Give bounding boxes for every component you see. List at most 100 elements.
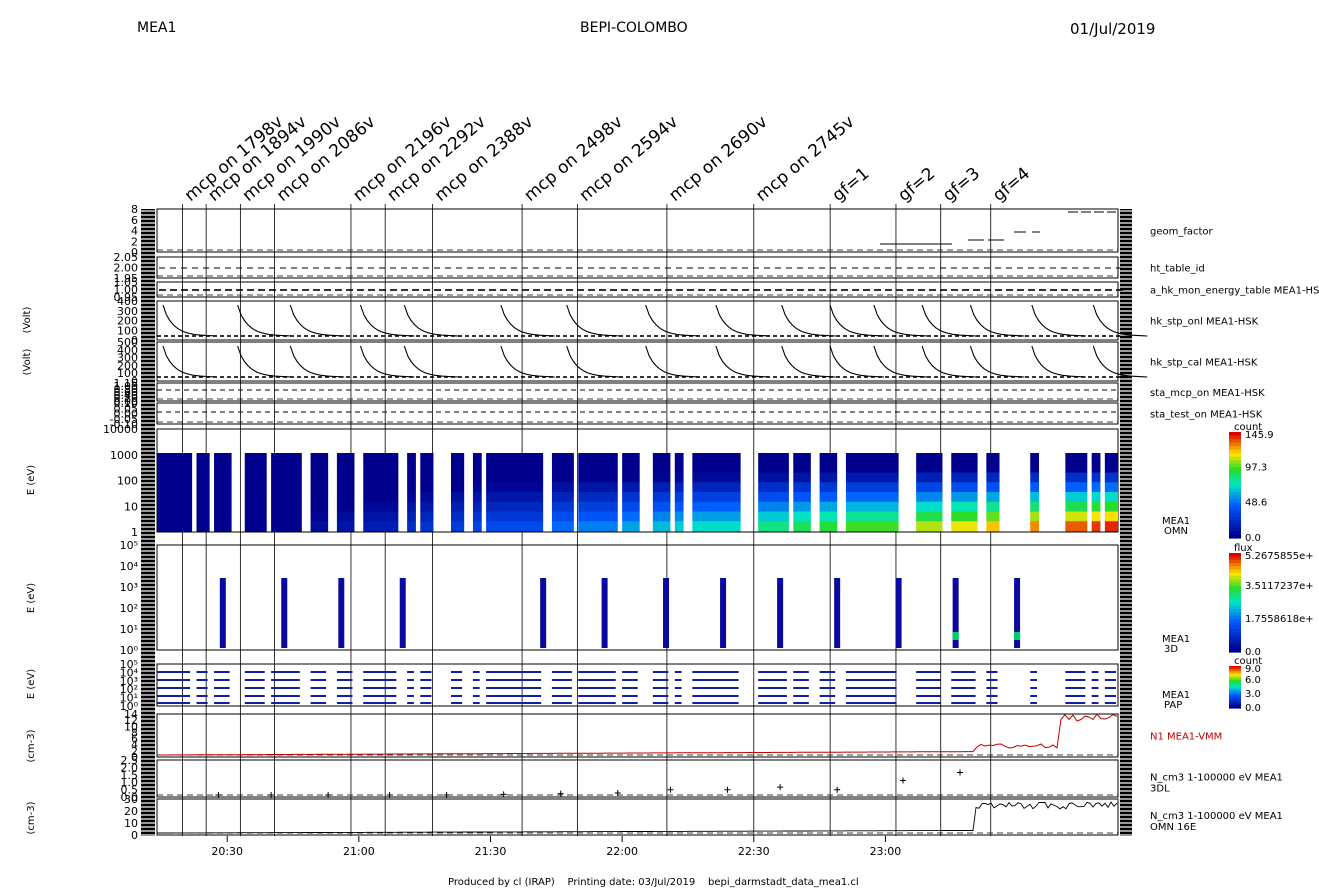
colorbar-2-tick: 1.7558618e+ [1245, 614, 1314, 625]
omn-spectrogram-cell [1030, 502, 1039, 512]
colorbar-2-tick: 3.5117237e+ [1245, 581, 1314, 592]
omn-spectrogram-cell [420, 463, 433, 473]
omn-spectrogram-cell [245, 482, 267, 492]
x-tick-label: 21:00 [343, 845, 375, 858]
panel-13-label: N_cm3 1-100000 eV MEA1 [1150, 811, 1283, 822]
omn-spectrogram-cell [622, 473, 640, 483]
omn-spectrogram-cell [1030, 521, 1039, 531]
omn-spectrogram-cell [986, 492, 999, 502]
omn-spectrogram-cell [622, 521, 640, 531]
omn-spectrogram-cell [951, 473, 977, 483]
omn-spectrogram-cell [692, 492, 740, 502]
omn-spectrogram-cell [951, 502, 977, 512]
omn-spectrogram-cell [846, 463, 899, 473]
stp-sweep-cal [922, 346, 976, 377]
omn-spectrogram-cell [214, 482, 232, 492]
omn-spectrogram-cell [578, 502, 617, 512]
panel-8-label-sub: OMN [1164, 526, 1188, 537]
omn-spectrogram-cell [214, 463, 232, 473]
omn-spectrogram-cell [846, 512, 899, 522]
annotation-label-15: gf=4 [989, 164, 1034, 206]
omn-spectrogram-cell [758, 482, 789, 492]
omn-spectrogram-cell [311, 521, 329, 531]
omn-spectrogram-cell [407, 492, 416, 502]
colorbar-cell [1229, 649, 1241, 653]
panel-8-ytick: 10 [124, 500, 138, 513]
omn-spectrogram-cell [311, 482, 329, 492]
three-d-sweep-bar-high [953, 632, 959, 640]
colorbar-cell [1229, 443, 1241, 447]
omn-spectrogram-cell [420, 502, 433, 512]
omn-spectrogram-cell [271, 512, 302, 522]
omn-spectrogram-cell [363, 502, 398, 512]
omn-spectrogram-cell [951, 453, 977, 463]
omn-spectrogram-cell [675, 512, 684, 522]
panel-8-ytick: 100 [117, 475, 138, 488]
omn-spectrogram-cell [196, 502, 209, 512]
stp-sweep-cal [782, 346, 836, 377]
omn-spectrogram-cell [916, 473, 942, 483]
panel-8-ytick: 10000 [103, 423, 138, 436]
omn-spectrogram-cell [337, 453, 355, 463]
omn-spectrogram-cell [820, 473, 838, 483]
omn-spectrogram-cell [1030, 473, 1039, 483]
stp-sweep-cal [404, 346, 458, 377]
omn-spectrogram-cell [675, 482, 684, 492]
panel-12-label: N_cm3 1-100000 eV MEA1 [1150, 773, 1283, 784]
annotation-label-12: gf=1 [828, 164, 873, 206]
omn-spectrogram-cell [1030, 512, 1039, 522]
omn-spectrogram-cell [552, 482, 574, 492]
omn-spectrogram-cell [916, 512, 942, 522]
omn-spectrogram-cell [196, 473, 209, 483]
three-d-sweep-bar-high [1014, 632, 1020, 640]
omn-spectrogram-cell [578, 521, 617, 531]
omn-spectrogram-cell [245, 502, 267, 512]
stp-sweep-onl [922, 305, 976, 336]
density-3dl-point [724, 787, 730, 793]
omn-spectrogram-cell [1065, 473, 1087, 483]
omn-spectrogram-cell [245, 492, 267, 502]
omn-spectrogram-cell [578, 463, 617, 473]
omn-spectrogram-cell [157, 521, 192, 531]
stp-sweep-onl [782, 305, 836, 336]
colorbar-cell [1229, 531, 1241, 535]
omn-spectrogram-cell [653, 482, 671, 492]
omn-spectrogram-cell [407, 453, 416, 463]
omn-spectrogram-cell [758, 453, 789, 463]
omn-spectrogram-cell [245, 473, 267, 483]
omn-spectrogram-cell [675, 463, 684, 473]
stp-sweep-onl [238, 305, 292, 336]
omn-spectrogram-cell [552, 492, 574, 502]
panel-1-label: geom_factor [1150, 227, 1214, 238]
omn-spectrogram-cell [473, 482, 482, 492]
omn-spectrogram-cell [758, 463, 789, 473]
omn-spectrogram-cell [675, 492, 684, 502]
colorbar-cell [1229, 496, 1241, 500]
colorbar-cell [1229, 436, 1241, 440]
footer-produced-by: Produced by cl (IRAP) [448, 877, 555, 888]
three-d-sweep-bar [777, 578, 783, 648]
colorbar-3 [1229, 666, 1241, 709]
omn-spectrogram-cell [1065, 453, 1087, 463]
omn-spectrogram-cell [692, 453, 740, 463]
omn-spectrogram-cell [271, 502, 302, 512]
omn-spectrogram-cell [271, 463, 302, 473]
y-axis-group-label: E (eV) [26, 583, 37, 613]
stp-sweep-cal [567, 346, 621, 377]
panel-8-ytick: 1 [131, 526, 138, 539]
omn-spectrogram-cell [1105, 512, 1118, 522]
omn-spectrogram-cell [846, 453, 899, 463]
omn-spectrogram-cell [311, 492, 329, 502]
omn-spectrogram-cell [363, 521, 398, 531]
omn-spectrogram-cell [552, 453, 574, 463]
colorbar-1-max: 145.9 [1245, 430, 1274, 441]
panel-7-label: sta_test_on MEA1-HSK [1150, 410, 1263, 421]
omn-spectrogram-cell [793, 482, 811, 492]
omn-spectrogram-cell [846, 482, 899, 492]
omn-spectrogram-cell [793, 463, 811, 473]
three-d-sweep-bar [834, 578, 840, 648]
panel-frame-7 [157, 403, 1118, 424]
omn-spectrogram-cell [363, 463, 398, 473]
omn-spectrogram-cell [486, 482, 543, 492]
stp-sweep-onl [646, 305, 700, 336]
